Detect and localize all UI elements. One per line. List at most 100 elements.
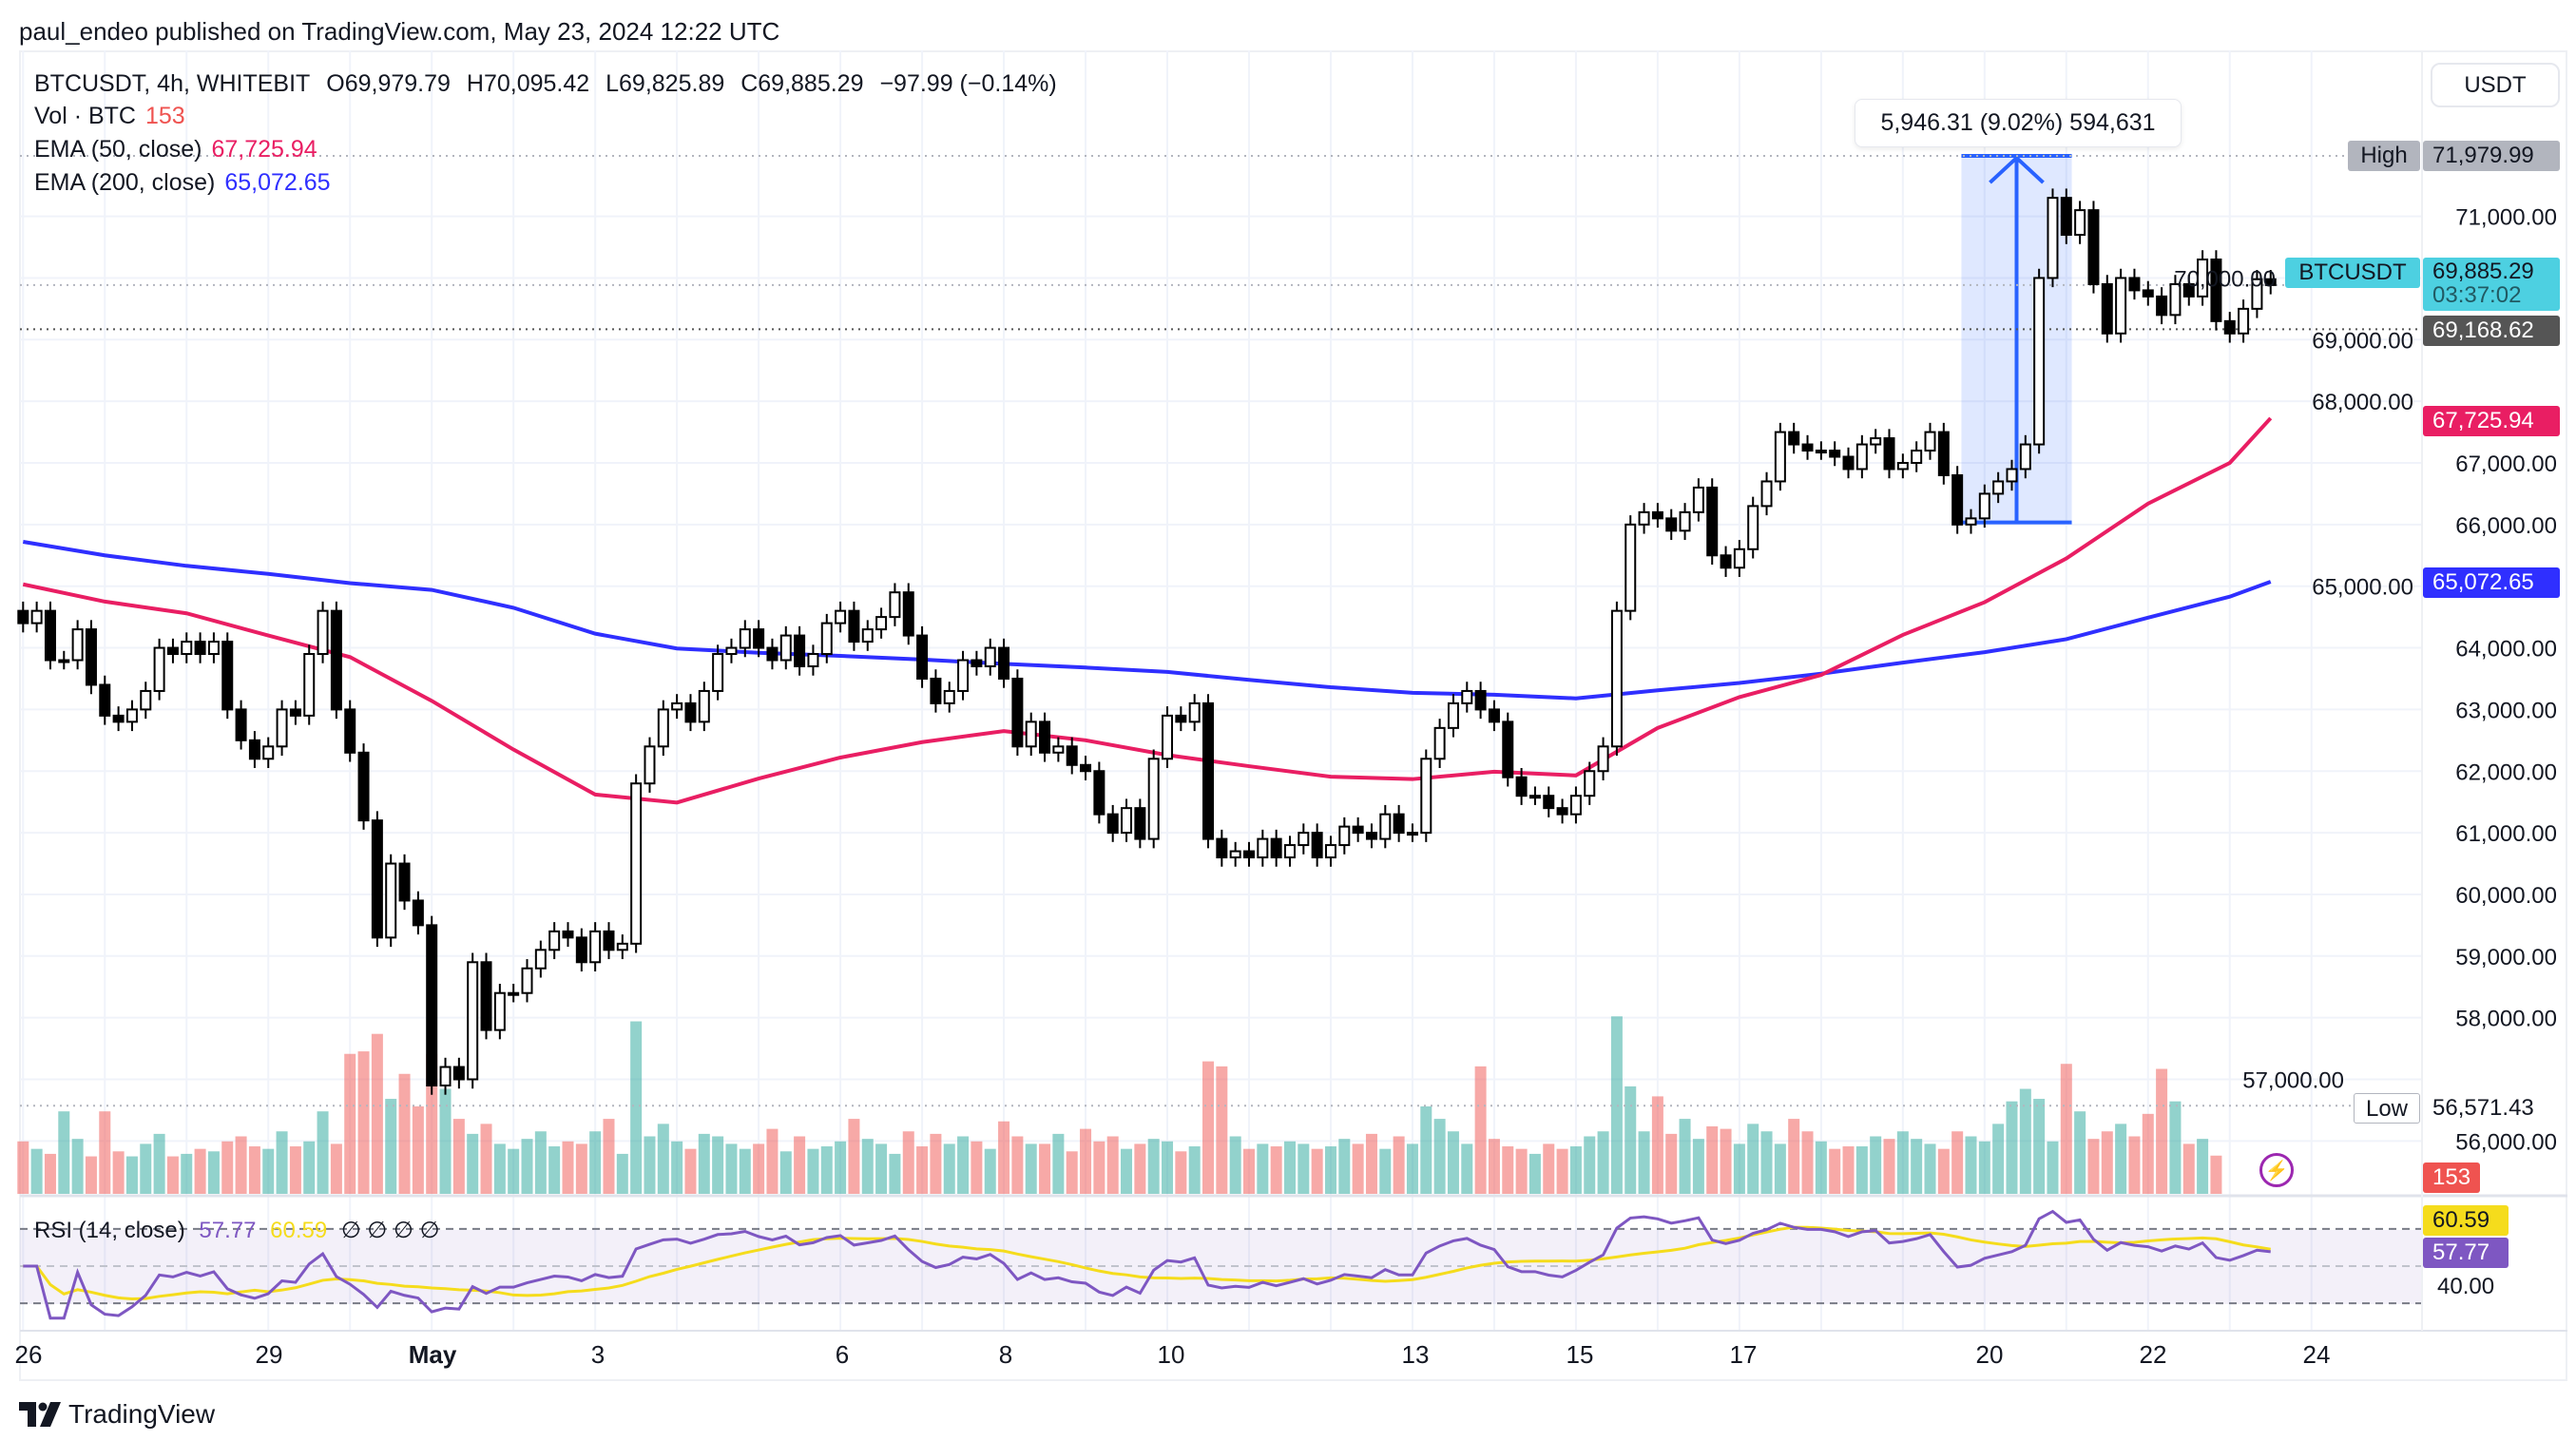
volume-bar xyxy=(1896,1131,1909,1194)
candle-up xyxy=(1747,505,1759,550)
volume-bar xyxy=(153,1133,165,1194)
price-tick-label: 60,000.00 xyxy=(2455,883,2557,909)
lightning-icon[interactable]: ⚡ xyxy=(2259,1153,2294,1187)
candle-down xyxy=(1937,431,1950,476)
volume-bar xyxy=(166,1156,179,1194)
ema50-line xyxy=(22,416,2273,805)
candle-down xyxy=(930,677,942,704)
candle-down xyxy=(753,628,765,649)
volume-bar xyxy=(1352,1143,1364,1194)
candle-up xyxy=(1760,480,1773,508)
candle-up xyxy=(1121,807,1133,835)
candle-down xyxy=(1080,763,1092,773)
arrow-up-icon xyxy=(1989,155,2045,184)
currency-button[interactable]: USDT xyxy=(2431,63,2560,107)
price-tick-label: 68,000.00 xyxy=(2312,390,2413,415)
time-label-month: May xyxy=(408,1340,457,1369)
price-tick-label: 67,000.00 xyxy=(2455,452,2557,477)
candle-down xyxy=(371,819,383,939)
volume-bar xyxy=(1597,1131,1609,1194)
candle-up xyxy=(2115,277,2127,335)
volume-bar xyxy=(1243,1148,1255,1194)
volume-bar xyxy=(657,1124,669,1194)
candle-down xyxy=(1556,807,1568,816)
volume-bar xyxy=(1121,1148,1133,1194)
candle-down xyxy=(112,714,125,723)
volume-bar xyxy=(385,1099,397,1194)
tradingview-logo[interactable]: TradingView xyxy=(19,1399,215,1430)
candle-down xyxy=(1515,776,1528,797)
candle-up xyxy=(2019,443,2031,471)
candle-up xyxy=(493,991,506,1031)
volume-bar xyxy=(112,1151,125,1194)
volume-bar xyxy=(2128,1136,2141,1194)
candle-up xyxy=(630,782,643,945)
volume-bar xyxy=(1406,1143,1418,1194)
volume-bar xyxy=(1556,1148,1568,1194)
price-tick-label: 66,000.00 xyxy=(2455,513,2557,539)
candle-up xyxy=(2251,278,2263,310)
rsi-label: RSI (14, close) xyxy=(34,1218,185,1243)
volume-bar xyxy=(262,1148,275,1194)
ema200-legend[interactable]: EMA (200, close) 65,072.65 xyxy=(34,169,340,197)
volume-bar xyxy=(1106,1136,1119,1194)
candle-down xyxy=(1543,795,1555,810)
candle-up xyxy=(1870,437,1882,446)
candle-down xyxy=(1202,701,1215,840)
volume-bar xyxy=(916,1146,929,1194)
volume-bar xyxy=(1433,1119,1446,1194)
candle-down xyxy=(1951,473,1964,526)
ema50-legend[interactable]: EMA (50, close) 67,725.94 xyxy=(34,136,327,163)
candle-down xyxy=(2156,295,2168,317)
volume-bar xyxy=(2210,1155,2222,1194)
candle-up xyxy=(725,646,738,656)
volume-bar xyxy=(44,1153,56,1194)
volume-bar xyxy=(1911,1139,1923,1194)
candle-down xyxy=(1134,807,1146,840)
candle-down xyxy=(1066,745,1078,766)
volume-bar xyxy=(1270,1146,1282,1194)
volume-bar xyxy=(140,1143,152,1194)
candle-up xyxy=(125,708,138,723)
rsi-legend[interactable]: RSI (14, close) 57.77 60.59 ∅ ∅ ∅ ∅ xyxy=(34,1217,440,1244)
volume-bar xyxy=(1393,1136,1405,1194)
volume-bar xyxy=(861,1139,874,1194)
volume-bar xyxy=(71,1139,84,1194)
candle-up xyxy=(1338,825,1351,847)
candle-up xyxy=(30,609,43,624)
volume-bar xyxy=(835,1141,847,1194)
last-price: 69,885.29 xyxy=(2432,259,2534,284)
volume-bar xyxy=(493,1143,506,1194)
volume-bar xyxy=(1937,1148,1950,1194)
volume-bar xyxy=(2033,1099,2046,1194)
rsi-ma-value: 60.59 xyxy=(270,1218,328,1243)
candle-up xyxy=(1733,548,1745,569)
candle-up xyxy=(1911,450,1923,464)
time-label: 20 xyxy=(1975,1340,2004,1369)
volume-bar xyxy=(1624,1086,1637,1194)
volume-bar xyxy=(603,1119,615,1194)
volume-label: Vol · BTC xyxy=(34,103,136,129)
candle-down xyxy=(998,646,1010,680)
high-label-tag: High xyxy=(2348,141,2420,171)
volume-bar xyxy=(630,1021,643,1194)
candle-up xyxy=(820,622,833,656)
volume-bar xyxy=(17,1141,29,1194)
candle-up xyxy=(1896,462,1909,471)
volume-legend[interactable]: Vol · BTC 153 xyxy=(34,103,195,130)
ema-lines xyxy=(22,416,2273,805)
candle-down xyxy=(1842,455,1855,471)
symbol-legend[interactable]: BTCUSDT, 4h, WHITEBIT O69,979.79 H70,095… xyxy=(34,70,1067,98)
candle-up xyxy=(1406,832,1418,836)
candle-up xyxy=(521,967,533,994)
candle-down xyxy=(902,591,914,637)
volume-bar xyxy=(2074,1111,2086,1194)
volume-bar xyxy=(2060,1064,2072,1194)
volume-bar xyxy=(1025,1143,1037,1194)
time-label: 26 xyxy=(14,1340,43,1369)
candle-down xyxy=(1039,720,1051,754)
volume-bar xyxy=(1515,1148,1528,1194)
candle-up xyxy=(1420,758,1432,835)
price-tick-label: 70,000.00 xyxy=(2174,266,2276,292)
